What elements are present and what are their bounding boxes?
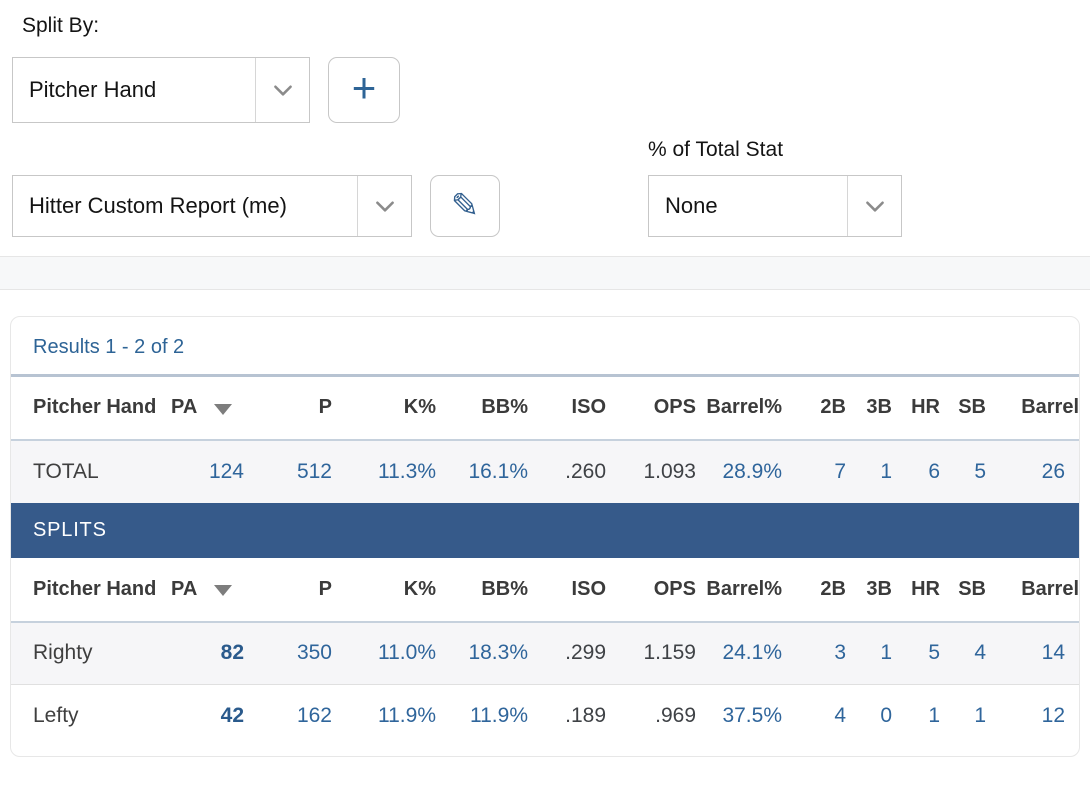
col-header-barrel-pct[interactable]: Barrel% [696, 375, 782, 441]
col-header-pa[interactable]: PA [171, 375, 264, 441]
lefty-barrel-cell[interactable]: 12 [986, 684, 1079, 748]
col-header-pa[interactable]: PA [171, 557, 264, 623]
split-row-lefty: Lefty 42 162 11.9% 11.9% .189 .969 37.5%… [11, 684, 1079, 748]
righty-pa-cell[interactable]: 82 [171, 621, 264, 685]
total-hr-cell[interactable]: 6 [892, 439, 940, 503]
col-header-pitcher-hand[interactable]: Pitcher Hand [11, 375, 171, 441]
split-row-righty: Righty 82 350 11.0% 18.3% .299 1.159 24.… [11, 621, 1079, 685]
chevron-down-icon [847, 176, 901, 236]
lefty-barrel-pct-cell[interactable]: 37.5% [696, 684, 782, 748]
split-by-label: Split By: [22, 14, 100, 37]
chevron-down-icon [255, 58, 309, 122]
edit-report-button[interactable]: ✎ [430, 175, 500, 237]
col-header-barrel[interactable]: Barrel [986, 375, 1079, 441]
pct-of-total-select[interactable]: None [648, 175, 902, 237]
plus-icon: + [351, 64, 377, 111]
total-iso-cell: .260 [528, 439, 606, 503]
col-header-ops[interactable]: OPS [606, 375, 696, 441]
sort-desc-icon [214, 403, 233, 415]
col-header-k-pct[interactable]: K% [332, 375, 436, 441]
lefty-2b-cell[interactable]: 4 [782, 684, 846, 748]
total-row-label: TOTAL [11, 439, 171, 503]
righty-k-pct-cell[interactable]: 11.0% [332, 621, 436, 685]
total-k-pct-cell[interactable]: 11.3% [332, 439, 436, 503]
col-header-3b[interactable]: 3B [846, 375, 892, 441]
lefty-iso-cell: .189 [528, 684, 606, 748]
righty-iso-cell: .299 [528, 621, 606, 685]
split-row-label: Righty [11, 621, 171, 685]
results-summary: Results 1 - 2 of 2 [33, 336, 185, 358]
splits-section-header: SPLITS [11, 502, 1079, 558]
total-barrel-cell[interactable]: 26 [986, 439, 1079, 503]
col-header-2b[interactable]: 2B [782, 557, 846, 623]
col-header-hr[interactable]: HR [892, 375, 940, 441]
lefty-ops-cell: .969 [606, 684, 696, 748]
righty-3b-cell[interactable]: 1 [846, 621, 892, 685]
col-header-iso[interactable]: ISO [528, 557, 606, 623]
col-header-3b[interactable]: 3B [846, 557, 892, 623]
report-select[interactable]: Hitter Custom Report (me) [12, 175, 412, 237]
col-header-sb[interactable]: SB [940, 375, 986, 441]
lefty-sb-cell[interactable]: 1 [940, 684, 986, 748]
col-header-ops[interactable]: OPS [606, 557, 696, 623]
pct-of-total-select-value: None [665, 193, 718, 218]
total-3b-cell[interactable]: 1 [846, 439, 892, 503]
righty-bb-pct-cell[interactable]: 18.3% [436, 621, 528, 685]
col-header-bb-pct[interactable]: BB% [436, 375, 528, 441]
total-bb-pct-cell[interactable]: 16.1% [436, 439, 528, 503]
col-header-sb[interactable]: SB [940, 557, 986, 623]
total-row: TOTAL 124 512 11.3% 16.1% .260 1.093 28.… [11, 439, 1079, 503]
righty-sb-cell[interactable]: 4 [940, 621, 986, 685]
lefty-3b-cell[interactable]: 0 [846, 684, 892, 748]
lefty-bb-pct-cell[interactable]: 11.9% [436, 684, 528, 748]
col-header-pitcher-hand[interactable]: Pitcher Hand [11, 557, 171, 623]
col-header-barrel-pct[interactable]: Barrel% [696, 557, 782, 623]
col-header-pa-label: PA [171, 577, 198, 600]
pencil-icon: ✎ [450, 187, 480, 225]
righty-2b-cell[interactable]: 3 [782, 621, 846, 685]
col-header-barrel[interactable]: Barrel [986, 557, 1079, 623]
col-header-pa-label: PA [171, 396, 198, 419]
righty-p-cell[interactable]: 350 [264, 621, 332, 685]
table-header-row: Pitcher Hand PA P K% BB% ISO OPS Barrel%… [11, 375, 1079, 441]
lefty-pa-cell[interactable]: 42 [171, 684, 264, 748]
split-by-select[interactable]: Pitcher Hand [12, 57, 310, 123]
lefty-k-pct-cell[interactable]: 11.9% [332, 684, 436, 748]
col-header-2b[interactable]: 2B [782, 375, 846, 441]
results-card: Results 1 - 2 of 2 Pitcher Hand PA P K% … [10, 316, 1080, 757]
add-split-button[interactable]: + [328, 57, 400, 123]
sort-desc-icon [214, 585, 233, 596]
col-header-p[interactable]: P [264, 557, 332, 623]
filter-controls: Split By: Pitcher Hand + Hitter Custom R… [0, 0, 1090, 256]
righty-hr-cell[interactable]: 5 [892, 621, 940, 685]
righty-barrel-cell[interactable]: 14 [986, 621, 1079, 685]
righty-barrel-pct-cell[interactable]: 24.1% [696, 621, 782, 685]
chevron-down-icon [357, 176, 411, 236]
lefty-hr-cell[interactable]: 1 [892, 684, 940, 748]
righty-ops-cell: 1.159 [606, 621, 696, 685]
col-header-hr[interactable]: HR [892, 557, 940, 623]
col-header-iso[interactable]: ISO [528, 375, 606, 441]
total-2b-cell[interactable]: 7 [782, 439, 846, 503]
col-header-bb-pct[interactable]: BB% [436, 557, 528, 623]
total-barrel-pct-cell[interactable]: 28.9% [696, 439, 782, 503]
stats-table: Pitcher Hand PA P K% BB% ISO OPS Barrel%… [11, 374, 1079, 748]
lefty-p-cell[interactable]: 162 [264, 684, 332, 748]
total-ops-cell: 1.093 [606, 439, 696, 503]
total-p-cell[interactable]: 512 [264, 439, 332, 503]
divider-band [0, 256, 1090, 290]
total-sb-cell[interactable]: 5 [940, 439, 986, 503]
table-header-row: Pitcher Hand PA P K% BB% ISO OPS Barrel%… [11, 557, 1079, 623]
split-by-select-value: Pitcher Hand [29, 77, 157, 102]
split-row-label: Lefty [11, 684, 171, 748]
pct-of-total-label: % of Total Stat [648, 138, 784, 161]
splits-section-label: SPLITS [11, 502, 1079, 558]
report-select-value: Hitter Custom Report (me) [29, 193, 287, 218]
col-header-p[interactable]: P [264, 375, 332, 441]
total-pa-cell[interactable]: 124 [171, 439, 264, 503]
col-header-k-pct[interactable]: K% [332, 557, 436, 623]
